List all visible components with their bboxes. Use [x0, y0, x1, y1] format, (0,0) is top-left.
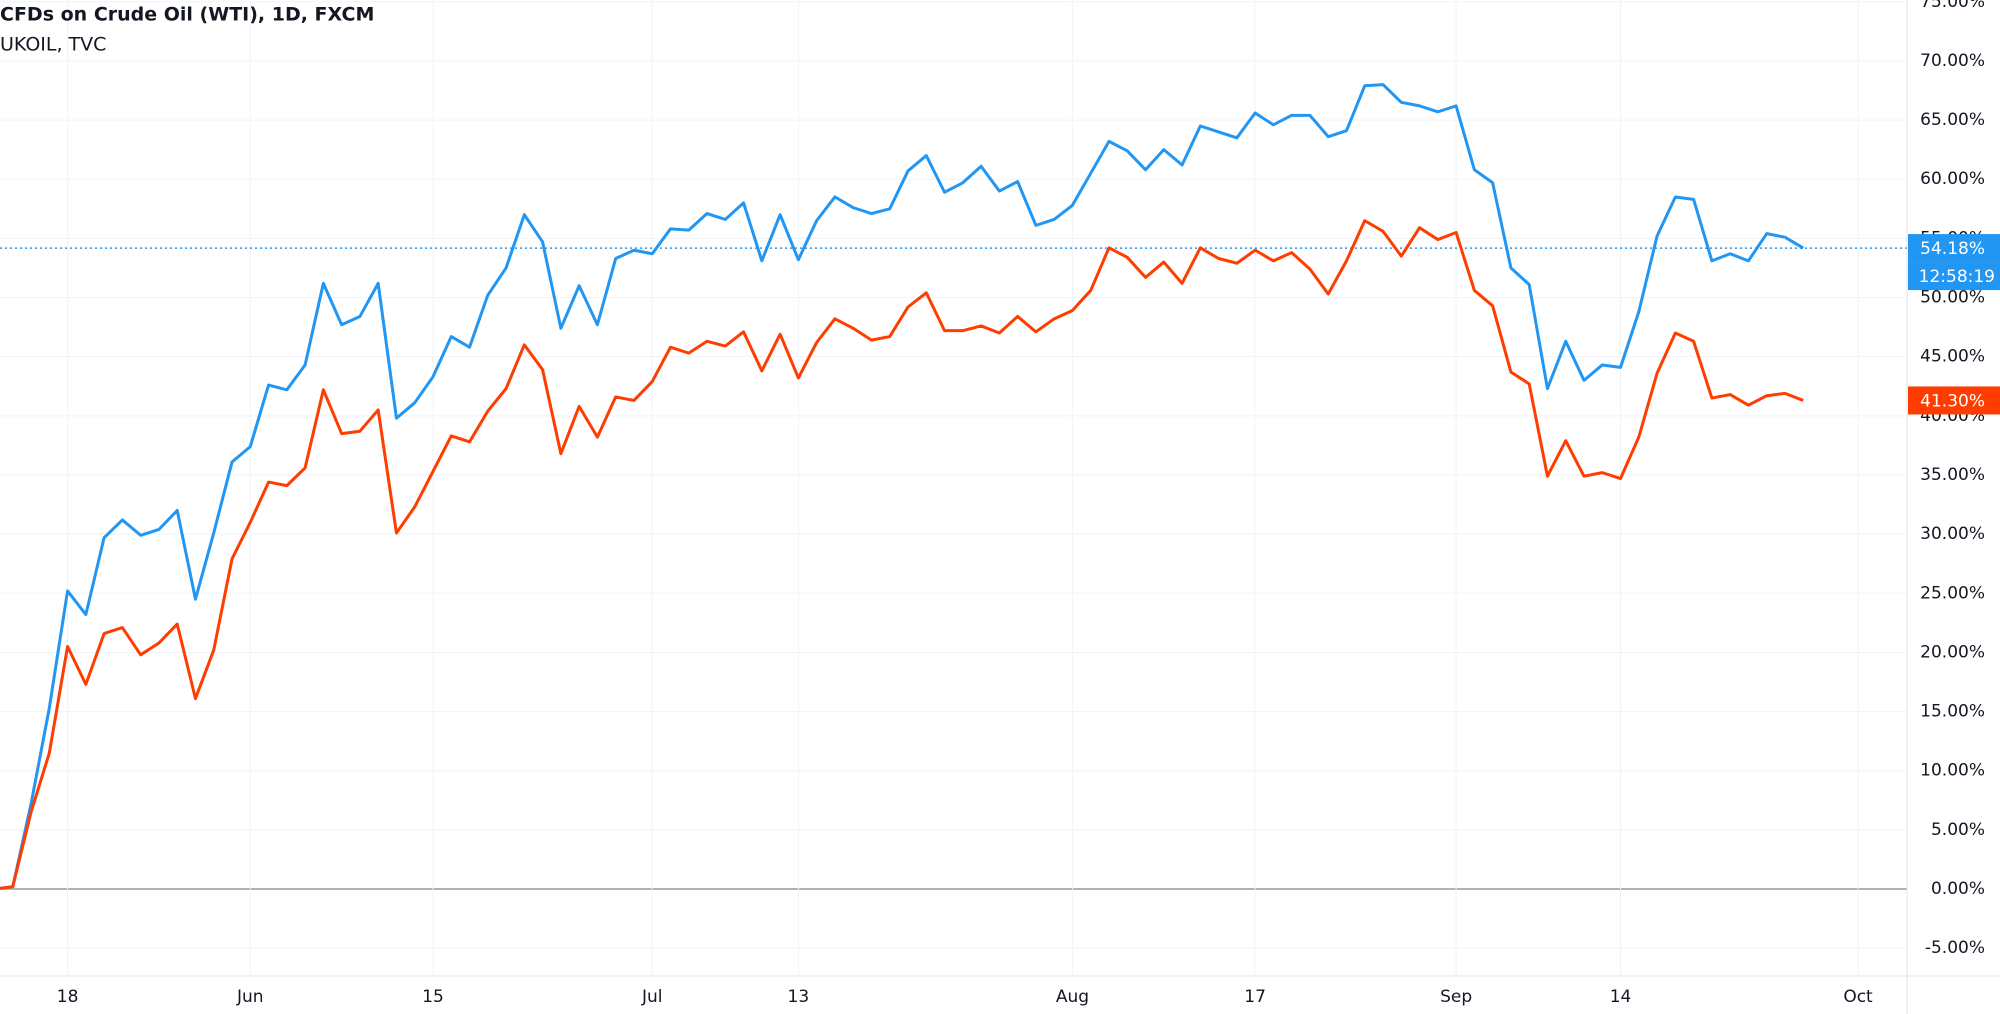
y-tick-label: 75.00%	[1920, 0, 1985, 12]
y-tick-label: 45.00%	[1920, 347, 1985, 367]
y-tick-label: 30.00%	[1920, 524, 1985, 544]
x-tick-label: Oct	[1843, 987, 1873, 1007]
x-tick-label: 15	[422, 987, 444, 1007]
series-line	[0, 219, 1804, 890]
price-tag-label: 54.18%	[1920, 239, 1985, 259]
y-tick-label: 65.00%	[1920, 110, 1985, 130]
x-tick-label: Jun	[236, 987, 264, 1007]
plot	[0, 83, 1907, 890]
y-tick-label: 70.00%	[1920, 51, 1985, 71]
countdown-label: 12:58:19	[1919, 267, 1995, 287]
x-tick-label: 17	[1244, 987, 1266, 1007]
x-tick-label: Jul	[641, 987, 663, 1007]
x-tick-label: Sep	[1440, 987, 1472, 1007]
y-tick-label: -5.00%	[1925, 938, 1985, 958]
y-tick-label: 60.00%	[1920, 169, 1985, 189]
y-tick-label: 10.00%	[1920, 761, 1985, 781]
countdown-tag	[1908, 262, 2000, 291]
y-tick-label: 25.00%	[1920, 583, 1985, 603]
series-line	[0, 83, 1804, 890]
legend-entry: UKOIL, TVC	[0, 34, 106, 56]
y-tick-label: 35.00%	[1920, 465, 1985, 485]
grid	[0, 0, 1907, 976]
y-tick-label: 50.00%	[1920, 288, 1985, 308]
price-tag	[1908, 234, 2000, 263]
y-tick-label: 0.00%	[1931, 879, 1985, 899]
price-tag	[1908, 386, 2000, 415]
x-tick-label: 18	[57, 987, 79, 1007]
x-tick-label: 14	[1610, 987, 1632, 1007]
price-tag-label: 41.30%	[1920, 391, 1985, 411]
legend-entry: CFDs on Crude Oil (WTI), 1D, FXCM	[0, 4, 374, 26]
x-tick-label: Aug	[1056, 987, 1089, 1007]
y-tick-label: 15.00%	[1920, 702, 1985, 722]
x-tick-label: 13	[788, 987, 810, 1007]
y-tick-label: 20.00%	[1920, 642, 1985, 662]
y-tick-label: 5.00%	[1931, 820, 1985, 840]
